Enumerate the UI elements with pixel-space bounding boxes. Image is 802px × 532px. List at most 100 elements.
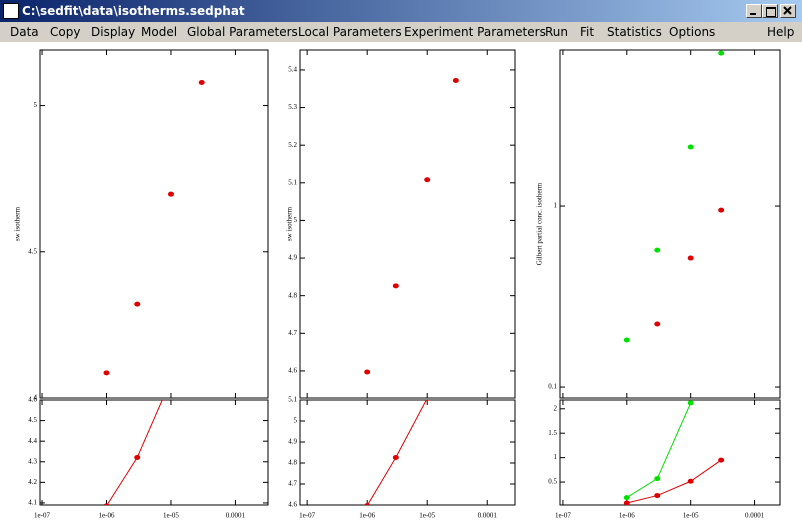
series-group [364, 400, 430, 505]
data-point [718, 457, 725, 463]
y-tick-label: 4.6 [288, 501, 297, 509]
series-line [106, 400, 163, 505]
data-point [134, 301, 141, 307]
data-point [718, 50, 725, 56]
menu-item[interactable]: Model [141, 25, 178, 39]
series-line [366, 400, 427, 505]
x-tick-label: 1e-05 [683, 512, 699, 520]
data-point [623, 500, 630, 505]
y-tick-label: 1 [554, 202, 558, 210]
data-point [103, 370, 110, 376]
data-point [623, 495, 630, 501]
x-tick-label: 0.0001 [478, 512, 498, 520]
x-tick-label: 1e-05 [163, 512, 179, 520]
data-point [424, 400, 430, 401]
window-title: C:\sedfit\data\isotherms.sedphat [22, 4, 245, 18]
data-point [718, 207, 725, 213]
y-tick-label: 5.4 [288, 66, 297, 74]
y-tick-label: 4.2 [28, 478, 37, 486]
minimize-button[interactable] [746, 4, 762, 18]
menu-item[interactable]: Fit [580, 25, 595, 39]
data-point [134, 454, 141, 460]
menu-bar: Data Copy Display Model Global Parameters Loc… [0, 22, 802, 42]
app-icon [3, 3, 19, 19]
data-point [623, 337, 630, 343]
y-tick-label: 4.6 [288, 367, 297, 375]
data-point [654, 247, 661, 253]
title-bar: C:\sedfit\data\isotherms.sedphat [0, 0, 802, 22]
data-point [167, 191, 174, 197]
data-point [452, 77, 459, 83]
close-icon [783, 6, 792, 15]
x-tick-label: 1e-06 [619, 512, 635, 520]
y-axis-label: Gilbert partial conc. isotherm [536, 182, 544, 265]
y-tick-label: 0.5 [548, 478, 557, 486]
y-tick-label: 4.1 [28, 499, 37, 507]
menu-item[interactable]: Global Parameters [187, 25, 298, 39]
y-tick-label: 5.2 [288, 141, 297, 149]
y-tick-label: 4.8 [288, 459, 297, 467]
menu-item[interactable]: Display [91, 25, 136, 39]
y-axis-label: sw isotherm [14, 206, 22, 241]
maximize-button[interactable] [762, 4, 778, 18]
data-point [687, 400, 694, 406]
data-point [654, 493, 661, 499]
x-tick-label: 0.0001 [226, 512, 246, 520]
data-point [424, 177, 431, 183]
x-tick-label: 1e-07 [34, 512, 50, 520]
y-tick-label: 4.7 [288, 329, 297, 337]
menu-item[interactable]: Local Parameters [298, 25, 402, 39]
series-line [626, 459, 722, 504]
series-group [364, 77, 459, 375]
data-point [364, 503, 371, 505]
x-tick-label: 1e-07 [555, 512, 571, 520]
y-tick-label: 4.8 [288, 291, 297, 299]
plot-frame [39, 49, 269, 399]
y-tick-label: 4.5 [28, 247, 37, 255]
data-point [103, 503, 110, 505]
menu-item[interactable]: Run [545, 25, 569, 39]
y-tick-label: 1 [554, 453, 558, 461]
data-point [392, 455, 399, 461]
x-tick-label: 1e-05 [419, 512, 435, 520]
plot-frame [299, 49, 516, 399]
data-point [364, 369, 371, 375]
data-point [687, 144, 694, 150]
x-tick-label: 0.0001 [745, 512, 765, 520]
plot-frame [299, 399, 516, 506]
y-tick-label: 5.1 [288, 178, 297, 186]
menu-item[interactable]: Options [669, 25, 716, 39]
close-button[interactable] [780, 4, 796, 18]
data-point [654, 476, 661, 482]
x-tick-label: 1e-07 [299, 512, 315, 520]
menu-item[interactable]: Copy [50, 25, 81, 39]
y-tick-label: 5.3 [288, 103, 297, 111]
y-tick-label: 5 [34, 101, 38, 109]
data-point [198, 79, 205, 85]
y-axis-label: sw isotherm [286, 206, 294, 241]
plot-frame [559, 49, 781, 399]
y-tick-label: 4.6 [28, 396, 37, 404]
series-group [623, 400, 725, 505]
y-tick-label: 1.5 [548, 429, 557, 437]
plot-frame [39, 399, 269, 506]
menu-item[interactable]: Experiment Parameters [404, 25, 546, 39]
y-tick-label: 5.1 [288, 396, 297, 404]
series-group [103, 400, 163, 505]
y-tick-label: 4.3 [28, 457, 37, 465]
y-tick-label: 4.9 [288, 438, 297, 446]
series-line [626, 400, 692, 499]
menu-item[interactable]: Data [10, 25, 39, 39]
y-tick-label: 4.5 [28, 416, 37, 424]
y-tick-label: 4.9 [288, 254, 297, 262]
x-tick-label: 1e-06 [359, 512, 375, 520]
y-tick-label: 4.7 [288, 480, 297, 488]
data-point [687, 255, 694, 261]
y-tick-label: 5 [294, 417, 298, 425]
menu-item[interactable]: Help [767, 25, 795, 39]
y-tick-label: 0.1 [548, 383, 557, 391]
data-point [654, 321, 661, 327]
menu-item[interactable]: Statistics [607, 25, 662, 39]
series-group [623, 50, 725, 343]
